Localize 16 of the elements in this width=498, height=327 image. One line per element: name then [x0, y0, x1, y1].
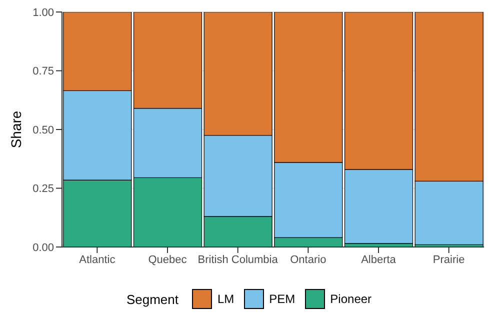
x-tick-label: Prairie	[432, 254, 465, 266]
legend-title: Segment	[126, 292, 178, 306]
y-tick-label: 0.50	[32, 124, 54, 136]
y-tick-label: 0.75	[32, 66, 54, 78]
x-tick-label: Alberta	[361, 254, 397, 266]
x-tick-label: Quebec	[148, 254, 188, 266]
x-tick-label: Atlantic	[79, 254, 116, 266]
legend-label: PEM	[269, 292, 296, 306]
y-tick-label: 0.00	[32, 242, 54, 254]
y-tick-label: 0.25	[32, 183, 54, 196]
legend-label: LM	[217, 292, 234, 306]
x-tick-label: British Columbia	[198, 254, 279, 266]
legend-label: Pioneer	[330, 292, 372, 306]
y-axis-title: Share	[8, 110, 24, 148]
y-tick-label: 1.00	[32, 6, 54, 19]
x-tick-label: Ontario	[290, 254, 326, 266]
